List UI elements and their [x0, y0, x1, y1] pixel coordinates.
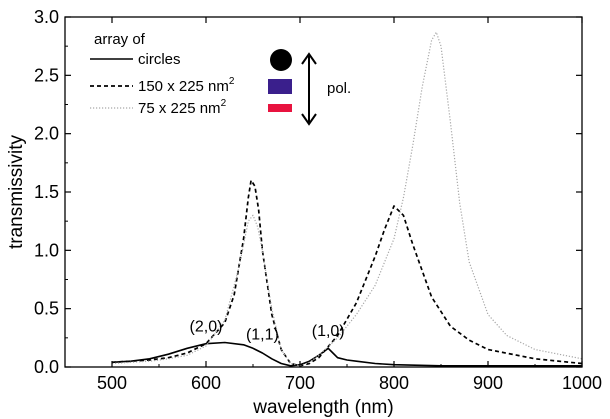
x-tick-label: 700: [285, 373, 315, 393]
y-tick-label: 3.0: [34, 7, 59, 27]
y-tick-label: 0.5: [34, 299, 59, 319]
x-tick-label: 1000: [562, 373, 602, 393]
series-line-dotted: [111, 31, 582, 367]
y-tick-label: 1.5: [34, 182, 59, 202]
y-axis-label: transmissivity: [6, 134, 27, 249]
x-tick-label: 900: [473, 373, 503, 393]
x-tick-label: 600: [191, 373, 221, 393]
y-tick-label: 1.0: [34, 240, 59, 260]
legend-label: 75 x 225 nm2: [138, 98, 227, 117]
y-tick-label: 2.5: [34, 65, 59, 85]
legend-swatch-bar: [268, 104, 292, 112]
mode-label: (1,0): [312, 323, 345, 340]
x-tick-label: 800: [379, 373, 409, 393]
legend-header: array of: [94, 31, 146, 48]
legend-swatch-rect: [268, 79, 292, 94]
polarization-arrow-icon: [301, 52, 317, 126]
series-line-dashed: [111, 179, 582, 367]
plot-frame: [64, 16, 583, 368]
y-tick-label: 0.0: [34, 357, 59, 377]
x-tick-label: 500: [97, 373, 127, 393]
legend-label: 150 x 225 nm2: [138, 76, 235, 95]
mode-annotations: (2,0) (1,1) (1,0): [190, 319, 345, 344]
x-axis-label: wavelength (nm): [252, 397, 393, 418]
mode-label: (1,1): [246, 327, 279, 344]
mode-label: (2,0): [190, 319, 223, 336]
legend-label: circles: [138, 51, 181, 68]
legend-swatch-circle: [270, 49, 292, 71]
legend: array of pol. circles 150 x 225 nm2 75 x 2…: [90, 31, 351, 126]
series-line-solid: [111, 341, 582, 367]
polarization-label: pol.: [327, 80, 351, 97]
y-tick-label: 2.0: [34, 124, 59, 144]
series-layer: [111, 31, 582, 367]
axis-ticks: 500 600 700 800 900 1000 0.0 0.5 1.0 1.5 2.0 2.5 3.0: [34, 7, 602, 393]
